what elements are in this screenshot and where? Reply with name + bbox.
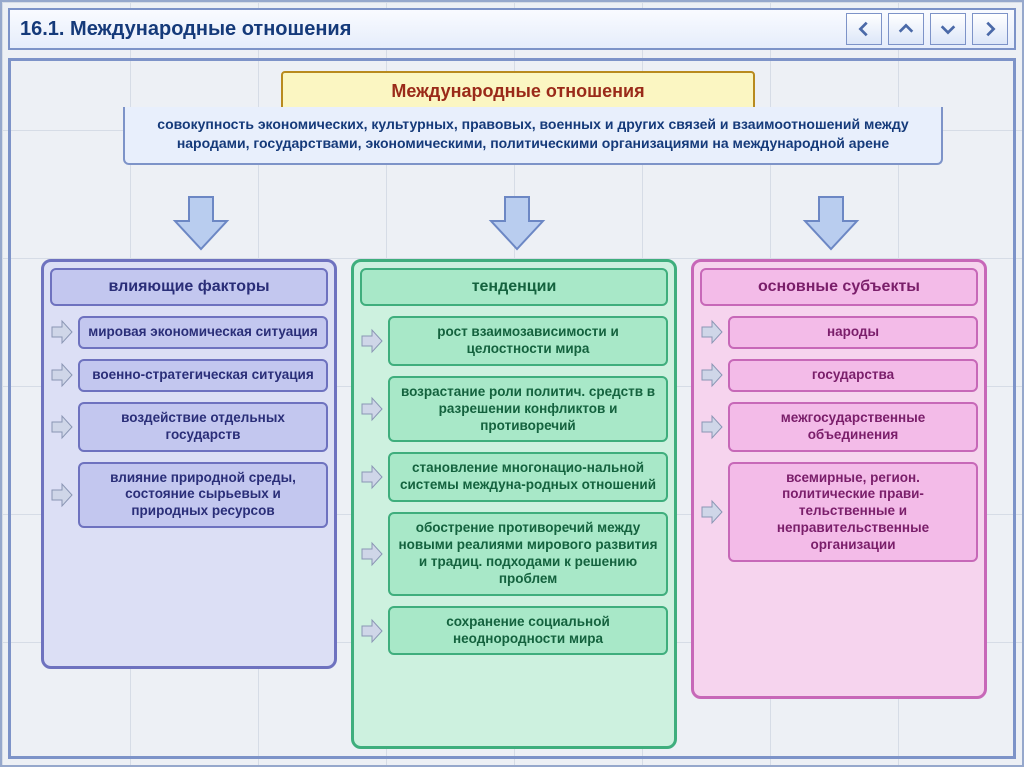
page-title: 16.1. Международные отношения bbox=[10, 18, 351, 41]
page-root: 16.1. Международные отношения Международ… bbox=[0, 0, 1024, 767]
list-item: становление многонацио-нальной системы м… bbox=[360, 452, 668, 502]
main-title-box: Международные отношения bbox=[281, 71, 755, 111]
chevron-up-icon bbox=[897, 20, 915, 38]
right-arrow-icon bbox=[360, 326, 384, 356]
list-item: всемирные, регион. политические прави-те… bbox=[700, 462, 978, 562]
chevron-down-icon bbox=[939, 20, 957, 38]
right-arrow-icon bbox=[700, 497, 724, 527]
list-item: воздействие отдельных государств bbox=[50, 402, 328, 452]
right-arrow-icon bbox=[700, 360, 724, 390]
item-text: межгосударственные объединения bbox=[728, 402, 978, 452]
nav-up-button[interactable] bbox=[888, 13, 924, 45]
item-text: мировая экономическая ситуация bbox=[78, 316, 328, 349]
item-text: народы bbox=[728, 316, 978, 349]
item-text: сохранение социальной неоднородности мир… bbox=[388, 606, 668, 656]
item-text: всемирные, регион. политические прави-те… bbox=[728, 462, 978, 562]
nav-next-button[interactable] bbox=[972, 13, 1008, 45]
right-arrow-icon bbox=[360, 462, 384, 492]
item-text: рост взаимозависимости и целостности мир… bbox=[388, 316, 668, 366]
list-item: народы bbox=[700, 316, 978, 349]
chevron-right-icon bbox=[981, 20, 999, 38]
column-factors: влияющие факторы мировая экономическая с… bbox=[41, 259, 337, 669]
list-item: обострение противоречий между новыми реа… bbox=[360, 512, 668, 596]
down-arrow-icon bbox=[801, 195, 861, 251]
column-trends: тенденции рост взаимозависимости и целос… bbox=[351, 259, 677, 749]
right-arrow-icon bbox=[50, 480, 74, 510]
right-arrow-icon bbox=[700, 412, 724, 442]
chevron-left-icon bbox=[855, 20, 873, 38]
right-arrow-icon bbox=[360, 616, 384, 646]
list-item: мировая экономическая ситуация bbox=[50, 316, 328, 349]
right-arrow-icon bbox=[50, 317, 74, 347]
item-text: становление многонацио-нальной системы м… bbox=[388, 452, 668, 502]
nav-down-button[interactable] bbox=[930, 13, 966, 45]
column-header: влияющие факторы bbox=[50, 268, 328, 306]
nav-prev-button[interactable] bbox=[846, 13, 882, 45]
item-text: возрастание роли политич. средств в разр… bbox=[388, 376, 668, 443]
content-frame: Международные отношения совокупность эко… bbox=[8, 58, 1016, 759]
item-text: государства bbox=[728, 359, 978, 392]
item-text: обострение противоречий между новыми реа… bbox=[388, 512, 668, 596]
list-item: межгосударственные объединения bbox=[700, 402, 978, 452]
right-arrow-icon bbox=[360, 539, 384, 569]
column-header: тенденции bbox=[360, 268, 668, 306]
list-item: влияние природной среды, состояние сырье… bbox=[50, 462, 328, 529]
item-text: влияние природной среды, состояние сырье… bbox=[78, 462, 328, 529]
list-item: возрастание роли политич. средств в разр… bbox=[360, 376, 668, 443]
column-subjects: основные субъекты народы государства меж… bbox=[691, 259, 987, 699]
down-arrow-icon bbox=[487, 195, 547, 251]
nav-group bbox=[846, 13, 1014, 45]
right-arrow-icon bbox=[700, 317, 724, 347]
right-arrow-icon bbox=[50, 360, 74, 390]
item-text: воздействие отдельных государств bbox=[78, 402, 328, 452]
list-item: сохранение социальной неоднородности мир… bbox=[360, 606, 668, 656]
list-item: военно-стратегическая ситуация bbox=[50, 359, 328, 392]
header-bar: 16.1. Международные отношения bbox=[8, 8, 1016, 50]
right-arrow-icon bbox=[50, 412, 74, 442]
list-item: государства bbox=[700, 359, 978, 392]
item-text: военно-стратегическая ситуация bbox=[78, 359, 328, 392]
column-header: основные субъекты bbox=[700, 268, 978, 306]
right-arrow-icon bbox=[360, 394, 384, 424]
list-item: рост взаимозависимости и целостности мир… bbox=[360, 316, 668, 366]
definition-box: совокупность экономических, культурных, … bbox=[123, 107, 943, 165]
down-arrow-icon bbox=[171, 195, 231, 251]
